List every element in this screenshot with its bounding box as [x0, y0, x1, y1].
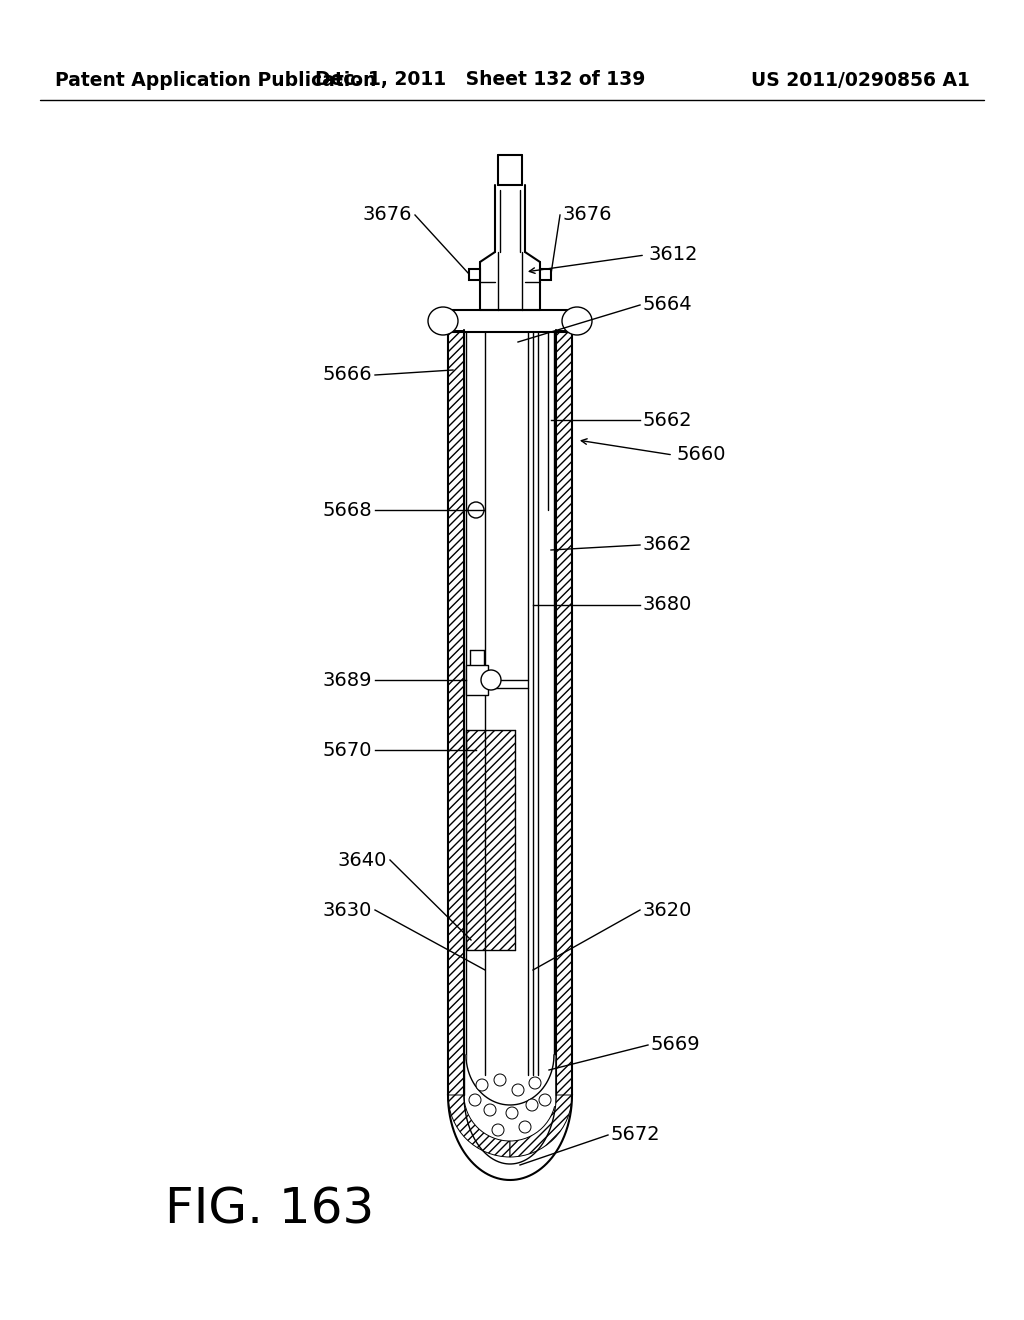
- Bar: [449, 330, 464, 1096]
- Circle shape: [469, 1094, 481, 1106]
- Bar: [466, 730, 515, 950]
- Text: Patent Application Publication: Patent Application Publication: [55, 70, 377, 90]
- Text: 5662: 5662: [643, 411, 692, 429]
- Circle shape: [481, 671, 501, 690]
- Circle shape: [512, 1084, 524, 1096]
- Bar: [466, 665, 488, 696]
- Circle shape: [492, 1125, 504, 1137]
- Text: 5670: 5670: [323, 741, 372, 759]
- Text: 3620: 3620: [643, 900, 692, 920]
- Text: 5664: 5664: [643, 296, 692, 314]
- Ellipse shape: [562, 308, 592, 335]
- Text: 3662: 3662: [643, 536, 692, 554]
- Text: 3612: 3612: [648, 246, 697, 264]
- Wedge shape: [510, 1096, 572, 1158]
- Text: 5669: 5669: [651, 1035, 700, 1055]
- Text: 3689: 3689: [323, 671, 372, 689]
- Text: 5660: 5660: [676, 446, 725, 465]
- Text: 3680: 3680: [643, 595, 692, 615]
- Text: 5666: 5666: [323, 366, 372, 384]
- Circle shape: [529, 1077, 541, 1089]
- Wedge shape: [449, 1096, 510, 1158]
- Circle shape: [494, 1074, 506, 1086]
- Circle shape: [484, 1104, 496, 1115]
- Bar: [540, 269, 551, 280]
- Text: US 2011/0290856 A1: US 2011/0290856 A1: [752, 70, 970, 90]
- Text: 3640: 3640: [338, 850, 387, 870]
- Text: FIG. 163: FIG. 163: [165, 1185, 374, 1234]
- Text: 3676: 3676: [362, 206, 412, 224]
- Circle shape: [539, 1094, 551, 1106]
- Circle shape: [468, 502, 484, 517]
- Text: 3630: 3630: [323, 900, 372, 920]
- Circle shape: [476, 1078, 488, 1092]
- Bar: [469, 269, 480, 280]
- Text: 3676: 3676: [563, 206, 612, 224]
- Bar: [556, 330, 572, 1096]
- Text: 5668: 5668: [323, 500, 372, 520]
- Circle shape: [519, 1121, 531, 1133]
- Text: 5672: 5672: [611, 1126, 660, 1144]
- Circle shape: [526, 1100, 538, 1111]
- Circle shape: [506, 1107, 518, 1119]
- Ellipse shape: [428, 308, 458, 335]
- Text: Dec. 1, 2011   Sheet 132 of 139: Dec. 1, 2011 Sheet 132 of 139: [314, 70, 645, 90]
